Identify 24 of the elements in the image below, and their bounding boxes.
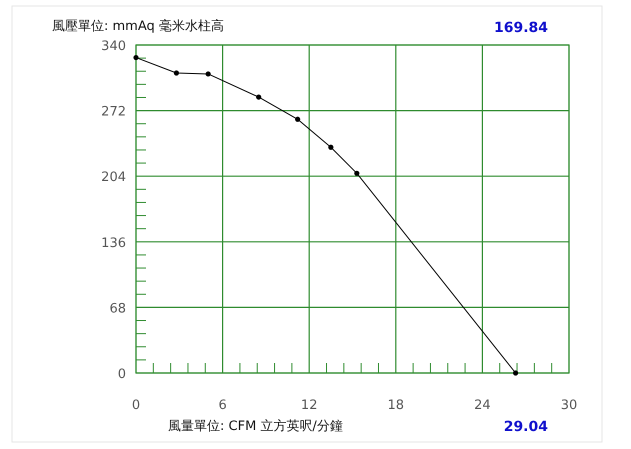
y-tick-label: 204 (101, 170, 126, 186)
point (174, 70, 180, 76)
y-tick-label: 272 (101, 104, 126, 120)
text: 29.04 (504, 419, 548, 435)
x-tick-label: 12 (300, 398, 318, 413)
x-tick-label: 24 (474, 398, 491, 413)
x-tick-label: 0 (132, 398, 140, 413)
y-tick-label: 68 (109, 301, 126, 316)
point (133, 54, 139, 60)
x-tick-label: 6 (218, 398, 227, 413)
point (512, 370, 518, 376)
point (206, 71, 211, 77)
point (295, 116, 300, 122)
x-tick-label: 18 (388, 398, 404, 413)
point (256, 94, 262, 100)
text: 169.84 (494, 20, 548, 36)
x-tick-label: 30 (560, 398, 578, 413)
y-tick-label: 136 (101, 236, 126, 251)
y-tick-label: 0 (118, 367, 126, 382)
x-axis-title: 風量單位: CFM 立方英呎/分鐘 (168, 418, 343, 434)
point (328, 144, 334, 150)
point (354, 170, 360, 176)
y-tick-label: 340 (101, 39, 126, 54)
y-axis-title: 風壓單位: mmAq 毫米水柱高 (52, 18, 224, 34)
